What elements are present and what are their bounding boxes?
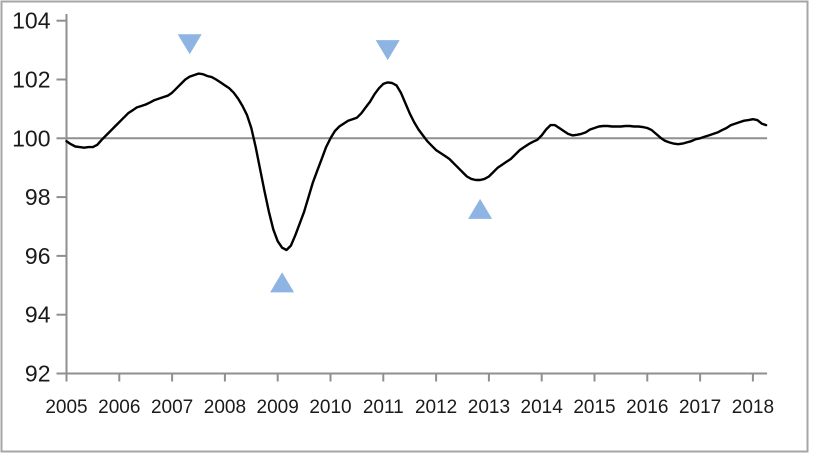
x-tick-label: 2014 — [521, 397, 564, 418]
series-line — [65, 72, 768, 252]
x-tick-label: 2013 — [468, 397, 510, 418]
y-tick-label: 94 — [25, 302, 51, 328]
x-tick-label: 2006 — [98, 397, 140, 418]
x-tick-label: 2010 — [309, 397, 351, 418]
chart-frame-border — [0, 0, 809, 453]
x-tick-label: 2017 — [679, 397, 721, 418]
x-tick-label: 2011 — [363, 397, 404, 418]
peak-marker-icon — [375, 40, 400, 61]
x-tick-label: 2005 — [45, 397, 87, 418]
y-tick-label: 104 — [12, 8, 51, 34]
x-tick-label: 2008 — [204, 397, 246, 418]
y-tick-label: 102 — [12, 67, 50, 93]
x-tick-label: 2012 — [415, 397, 457, 418]
y-tick-label: 100 — [12, 125, 50, 151]
peak-marker-icon — [177, 34, 202, 55]
y-tick-label: 92 — [25, 361, 51, 387]
trough-marker-icon — [270, 272, 295, 293]
x-tick-label: 2007 — [151, 397, 193, 418]
x-tick-label: 2015 — [573, 397, 615, 418]
x-tick-label: 2016 — [626, 397, 668, 418]
trough-marker-icon — [468, 198, 493, 219]
y-tick-label: 96 — [25, 243, 51, 269]
x-tick-label: 2018 — [732, 397, 774, 418]
y-tick-label: 98 — [25, 184, 51, 210]
x-tick-label: 2009 — [257, 397, 299, 418]
